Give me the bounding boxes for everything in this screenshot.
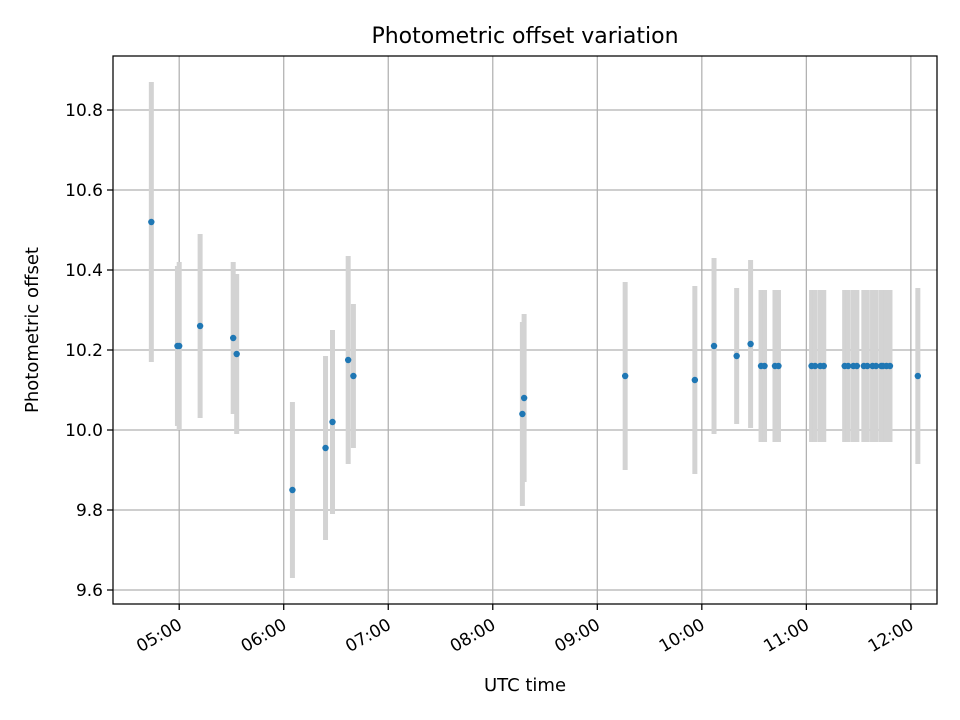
data-point [761, 362, 768, 370]
data-point [329, 418, 336, 426]
y-axis-label: Photometric offset [22, 247, 43, 413]
data-point [747, 340, 754, 348]
y-tick-label: 10.8 [65, 101, 103, 121]
data-point [844, 362, 852, 370]
data-point [175, 342, 183, 350]
data-point [621, 372, 629, 380]
x-axis-label: UTC time [484, 675, 566, 696]
y-tick-label: 9.8 [76, 501, 103, 521]
data-point [233, 350, 240, 358]
y-tick-label: 10.6 [65, 181, 103, 201]
data-point [710, 342, 718, 350]
data-point [886, 362, 894, 370]
data-point [520, 394, 528, 402]
data-point [350, 372, 357, 380]
data-point [519, 410, 526, 418]
data-point [196, 322, 204, 330]
data-point [148, 218, 155, 226]
y-axis: 9.6 9.8 10.0 10.2 10.4 10.6 10.8 [65, 101, 113, 601]
data-point [691, 376, 699, 384]
data-point [872, 362, 880, 370]
data-point [322, 444, 329, 452]
data-point [820, 362, 827, 370]
data-point [230, 334, 237, 342]
data-point [289, 486, 296, 494]
y-tick-label: 9.6 [76, 581, 103, 601]
data-point [853, 362, 861, 370]
data-point [775, 362, 782, 370]
point-layer [148, 218, 922, 494]
y-tick-label: 10.0 [65, 421, 103, 441]
y-tick-label: 10.2 [65, 341, 103, 361]
data-point [344, 356, 352, 364]
data-point [811, 362, 819, 370]
chart-title: Photometric offset variation [371, 24, 678, 49]
y-tick-label: 10.4 [65, 261, 103, 281]
data-point [733, 352, 740, 360]
data-point [864, 362, 871, 370]
data-point [914, 372, 922, 380]
plot-frame [112, 55, 938, 605]
